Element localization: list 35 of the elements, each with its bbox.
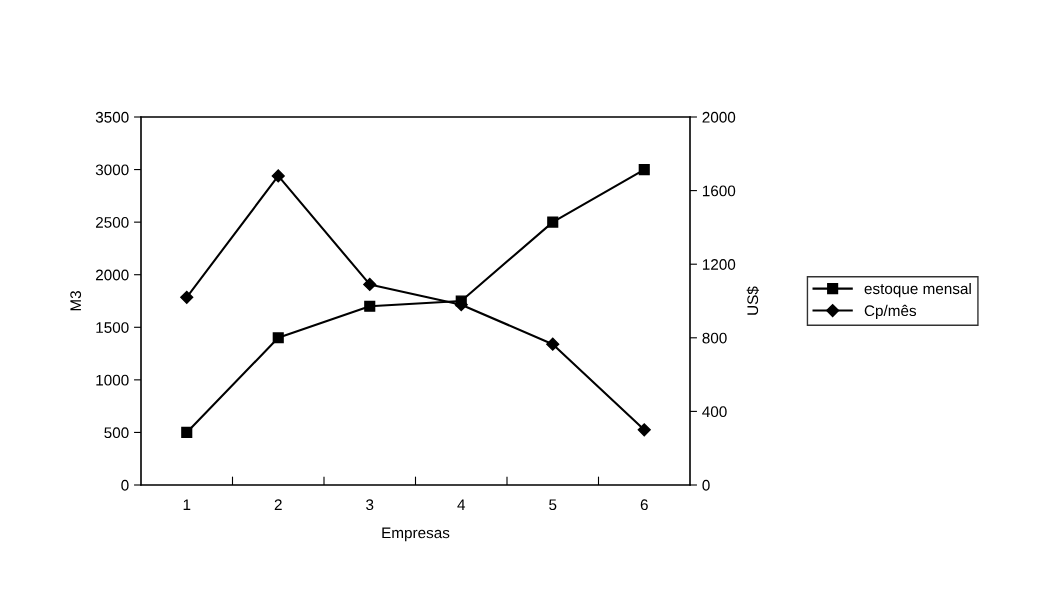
y2-tick-label: 1200	[702, 259, 736, 270]
y-tick-label: 3500	[95, 111, 129, 123]
x-tick-label: 3	[366, 499, 374, 511]
x-tick-label: 6	[640, 499, 648, 511]
y-tick-label: 1500	[96, 322, 129, 333]
x-tick-label: 5	[549, 499, 557, 511]
y-axis-title: M3	[70, 291, 82, 311]
legend-label: Cp/mês	[864, 304, 917, 320]
point	[271, 169, 285, 183]
x-axis-title: Empresas	[382, 527, 450, 542]
point	[272, 332, 284, 344]
point	[547, 216, 559, 228]
y2-tick-label: 400	[702, 406, 727, 418]
y2-tick-label: 2000	[702, 111, 736, 123]
x-tick-label: 1	[183, 499, 191, 510]
y2-tick-label: 800	[702, 332, 727, 344]
point	[181, 426, 193, 438]
point	[638, 164, 650, 176]
y2-tick-label: 1600	[702, 185, 736, 197]
x-tick-label: 4	[457, 499, 466, 510]
point	[180, 290, 194, 304]
y2-tick-label: 0	[702, 479, 710, 491]
y-tick-label: 2500	[95, 217, 129, 228]
point	[637, 423, 651, 437]
x-tick-label: 2	[274, 499, 282, 510]
point	[364, 300, 376, 312]
point	[546, 337, 560, 351]
y-tick-label: 0	[121, 479, 129, 491]
point	[363, 277, 377, 292]
y2-axis-title: US$	[746, 286, 760, 315]
y-tick-label: 2000	[95, 269, 129, 281]
y-tick-label: 500	[104, 427, 129, 439]
y-tick-label: 3000	[95, 164, 129, 176]
y-tick-label: 1000	[96, 374, 129, 386]
legend-label: estoque mensal	[864, 282, 971, 298]
